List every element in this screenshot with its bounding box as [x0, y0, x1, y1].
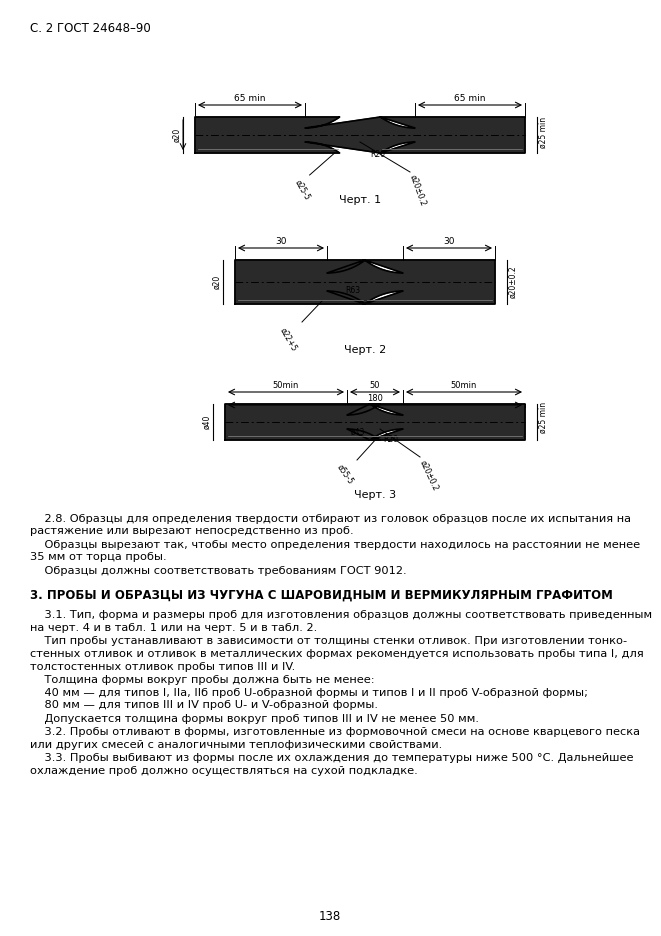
- Text: 40 мм — для типов I, IIа, IIб проб U-образной формы и типов I и II проб V-образн: 40 мм — для типов I, IIа, IIб проб U-обр…: [30, 688, 588, 697]
- Text: ø20: ø20: [212, 275, 221, 289]
- Text: 2.8. Образцы для определения твердости отбирают из головок образцов после их исп: 2.8. Образцы для определения твердости о…: [30, 514, 631, 524]
- Text: 180: 180: [367, 394, 383, 403]
- Text: ø40: ø40: [202, 415, 211, 430]
- Text: растяжение или вырезают непосредственно из проб.: растяжение или вырезают непосредственно …: [30, 526, 354, 536]
- Text: толстостенных отливок пробы типов III и IV.: толстостенных отливок пробы типов III и …: [30, 662, 295, 671]
- Polygon shape: [235, 260, 495, 304]
- Text: ø25 min: ø25 min: [539, 116, 548, 148]
- Text: Толщина формы вокруг пробы должна быть не менее:: Толщина формы вокруг пробы должна быть н…: [30, 675, 375, 685]
- Text: R20: R20: [370, 150, 385, 159]
- Text: 30: 30: [444, 237, 455, 246]
- Text: 50min: 50min: [451, 381, 477, 390]
- Text: ø20±0.2: ø20±0.2: [408, 174, 428, 208]
- Polygon shape: [225, 404, 525, 440]
- Text: ø22+5: ø22+5: [278, 326, 299, 353]
- Text: охлаждение проб должно осуществляться на сухой подкладке.: охлаждение проб должно осуществляться на…: [30, 766, 418, 776]
- Text: Тип пробы устанавливают в зависимости от толщины стенки отливок. При изготовлени: Тип пробы устанавливают в зависимости от…: [30, 636, 627, 647]
- Text: 35 мм от торца пробы.: 35 мм от торца пробы.: [30, 552, 167, 563]
- Text: Черт. 3: Черт. 3: [354, 490, 396, 500]
- Text: ø43: ø43: [350, 428, 365, 437]
- Text: Образцы вырезают так, чтобы место определения твердости находилось на расстоянии: Образцы вырезают так, чтобы место опреде…: [30, 540, 640, 550]
- Text: 3.3. Пробы выбивают из формы после их охлаждения до температуры ниже 500 °С. Дал: 3.3. Пробы выбивают из формы после их ох…: [30, 753, 633, 763]
- Text: 50min: 50min: [273, 381, 299, 390]
- Text: 80 мм — для типов III и IV проб U- и V-образной формы.: 80 мм — для типов III и IV проб U- и V-о…: [30, 700, 378, 710]
- Text: ø55-5: ø55-5: [335, 463, 355, 486]
- Text: Черт. 2: Черт. 2: [344, 345, 386, 355]
- Text: ø20: ø20: [172, 128, 181, 142]
- Text: Допускается толщина формы вокруг проб типов III и IV не менее 50 мм.: Допускается толщина формы вокруг проб ти…: [30, 713, 479, 724]
- Text: 30: 30: [275, 237, 287, 246]
- Text: стенных отливок и отливок в металлических формах рекомендуется использовать проб: стенных отливок и отливок в металлически…: [30, 649, 644, 659]
- Text: 3.2. Пробы отливают в формы, изготовленные из формовочной смеси на основе кварце: 3.2. Пробы отливают в формы, изготовленн…: [30, 727, 640, 737]
- Polygon shape: [195, 117, 525, 153]
- Text: R63: R63: [345, 286, 360, 295]
- Text: ø25 min: ø25 min: [539, 402, 548, 432]
- Text: на черт. 4 и в табл. 1 или на черт. 5 и в табл. 2.: на черт. 4 и в табл. 1 или на черт. 5 и …: [30, 623, 317, 633]
- Text: С. 2 ГОСТ 24648–90: С. 2 ГОСТ 24648–90: [30, 22, 151, 35]
- Text: или других смесей с аналогичными теплофизическими свойствами.: или других смесей с аналогичными теплофи…: [30, 739, 442, 750]
- Text: 65 min: 65 min: [234, 94, 266, 103]
- Text: ø20±0.2: ø20±0.2: [418, 459, 440, 492]
- Text: Черт. 1: Черт. 1: [339, 195, 381, 205]
- Text: ø25-5: ø25-5: [293, 178, 311, 201]
- Text: 3. ПРОБЫ И ОБРАЗЦЫ ИЗ ЧУГУНА С ШАРОВИДНЫМ И ВЕРМИКУЛЯРНЫМ ГРАФИТОМ: 3. ПРОБЫ И ОБРАЗЦЫ ИЗ ЧУГУНА С ШАРОВИДНЫ…: [30, 589, 613, 602]
- Text: 65 min: 65 min: [454, 94, 486, 103]
- Text: R20: R20: [383, 435, 398, 444]
- Text: Образцы должны соответствовать требованиям ГОСТ 9012.: Образцы должны соответствовать требовани…: [30, 566, 407, 576]
- Text: ø20±0.2: ø20±0.2: [509, 266, 518, 299]
- Text: 3.1. Тип, форма и размеры проб для изготовления образцов должны соответствовать : 3.1. Тип, форма и размеры проб для изгот…: [30, 610, 652, 621]
- Text: 50: 50: [369, 381, 380, 390]
- Text: 138: 138: [319, 910, 341, 923]
